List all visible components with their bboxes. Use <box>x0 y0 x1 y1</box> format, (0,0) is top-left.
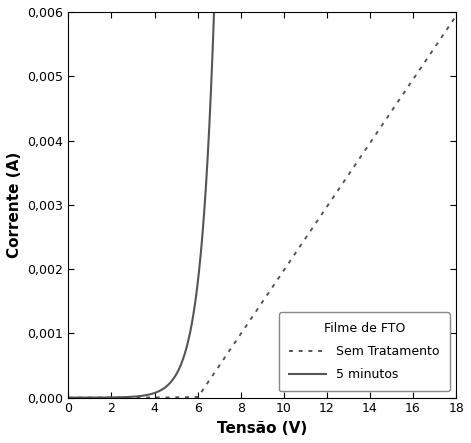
5 minutos <box>211 9 217 15</box>
5 minutos <box>65 395 71 400</box>
Y-axis label: Corrente (A): Corrente (A) <box>7 152 22 258</box>
Line: Sem Tratamento: Sem Tratamento <box>68 16 456 398</box>
Sem Tratamento <box>254 307 260 313</box>
5 minutos <box>371 9 377 15</box>
Legend: Sem Tratamento, 5 minutos: Sem Tratamento, 5 minutos <box>279 312 450 391</box>
X-axis label: Tensão (V): Tensão (V) <box>217 421 308 436</box>
5 minutos <box>254 9 260 15</box>
Sem Tratamento <box>453 13 459 19</box>
5 minutos <box>442 9 448 15</box>
Sem Tratamento <box>371 135 376 140</box>
Sem Tratamento <box>65 395 71 400</box>
5 minutos <box>442 9 448 15</box>
Sem Tratamento <box>85 395 91 400</box>
Sem Tratamento <box>244 323 250 328</box>
Sem Tratamento <box>442 30 447 35</box>
5 minutos <box>453 9 459 15</box>
5 minutos <box>244 9 250 15</box>
Sem Tratamento <box>442 30 448 35</box>
5 minutos <box>85 395 91 400</box>
Line: 5 minutos: 5 minutos <box>68 12 456 398</box>
